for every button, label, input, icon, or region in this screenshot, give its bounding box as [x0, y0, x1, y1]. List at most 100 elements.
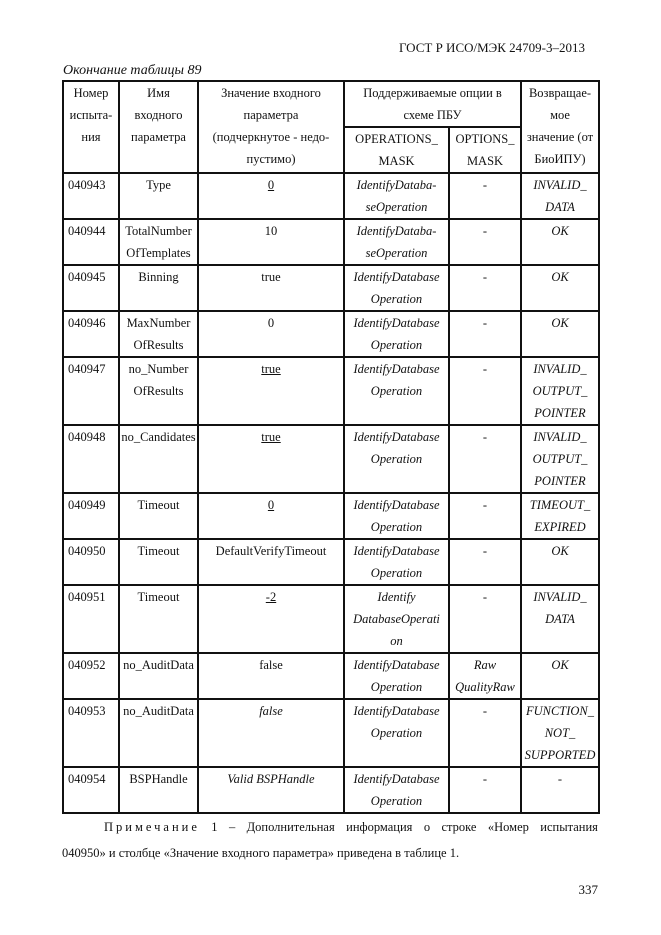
cell-text: Raw QualityRaw [455, 658, 515, 694]
table-row: 040953 no_AuditData false IdentifyDatabase … [62, 698, 600, 768]
cell-text: IdentifyDataba- seOperation [356, 178, 437, 214]
cell-test-no: 040944 [62, 218, 120, 266]
table-row: 040947 no_Number OfResults true IdentifyDat… [62, 356, 600, 426]
cell-text: - [482, 772, 488, 786]
cell-text: 040944 [68, 224, 106, 238]
cell-param-value: DefaultVerifyTimeout [197, 538, 345, 586]
cell-param-name: MaxNumber OfResults [118, 310, 199, 358]
note-line-2: 040950» и столбце «Значение входного пар… [62, 846, 460, 860]
cell-text: MaxNumber OfResults [126, 316, 191, 352]
cell-options-mask: - [448, 310, 522, 358]
cell-test-no: 040953 [62, 698, 120, 768]
cell-param-name: no_AuditData [118, 652, 199, 700]
cell-text: 040948 [68, 430, 106, 444]
cell-param-value: 0 [197, 492, 345, 540]
header-test-no: Номер испыта- ния [62, 80, 120, 174]
cell-text: 0 [267, 498, 275, 512]
table-caption: Окончание таблицы 89 [63, 63, 202, 78]
cell-text: - [482, 362, 488, 376]
table-row: 040948 no_Candidates true IdentifyDatabase … [62, 424, 600, 494]
cell-param-name: Timeout [118, 584, 199, 654]
cell-text: INVALID_ OUTPUT_ POINTER [532, 362, 588, 420]
cell-text: - [482, 544, 488, 558]
table-row: 040950 Timeout DefaultVerifyTimeout Identif… [62, 538, 600, 586]
cell-text: true [261, 430, 281, 444]
cell-text: 10 [264, 224, 278, 238]
cell-options-mask: - [448, 218, 522, 266]
cell-text: 0 [267, 178, 275, 192]
cell-return-value: FUNCTION_ NOT_ SUPPORTED [520, 698, 600, 768]
cell-operations-mask: IdentifyDatabase Operation [343, 652, 450, 700]
cell-test-no: 040952 [62, 652, 120, 700]
cell-return-value: OK [520, 310, 600, 358]
cell-text: 040954 [68, 772, 106, 786]
cell-text: 040953 [68, 704, 106, 718]
cell-text: 040952 [68, 658, 106, 672]
cell-operations-mask: IdentifyDatabase Operation [343, 310, 450, 358]
cell-text: IdentifyDatabase Operation [353, 772, 440, 808]
note-word: о [423, 820, 431, 834]
cell-operations-mask: IdentifyDatabase Operation [343, 356, 450, 426]
page-content: Окончание таблицы 89 Номер испыта- ния И… [62, 62, 600, 898]
cell-text: Binning [138, 270, 179, 284]
cell-text: false [259, 704, 283, 718]
table-row: 040951 Timeout -2 Identify DatabaseOperati … [62, 584, 600, 654]
note-word: – [228, 820, 236, 834]
cell-text: 040946 [68, 316, 106, 330]
cell-text: IdentifyDatabase Operation [353, 704, 440, 740]
table-row: 040944 TotalNumber OfTemplates 10 IdentifyD… [62, 218, 600, 266]
cell-text: no_Number OfResults [128, 362, 189, 398]
running-header: ГОСТ Р ИСО/МЭК 24709-3–2013 [398, 40, 585, 55]
cell-text: 040949 [68, 498, 106, 512]
cell-param-value: 0 [197, 172, 345, 220]
table-row: 040954 BSPHandle Valid BSPHandle IdentifyDa… [62, 766, 600, 814]
cell-operations-mask: IdentifyDatabase Operation [343, 698, 450, 768]
cell-param-value: true [197, 424, 345, 494]
cell-text: BSPHandle [129, 772, 188, 786]
cell-operations-mask: IdentifyDatabase Operation [343, 424, 450, 494]
cell-text: no_Candidates [121, 430, 196, 444]
cell-text: IdentifyDatabase Operation [353, 270, 440, 306]
cell-test-no: 040950 [62, 538, 120, 586]
note-word: испытания [540, 820, 598, 834]
cell-test-no: 040947 [62, 356, 120, 426]
cell-options-mask: - [448, 264, 522, 312]
cell-text: no_AuditData [123, 704, 194, 718]
note-label: Примечание [104, 820, 200, 834]
header-param-value: Значение входного параметра (подчеркнуто… [197, 80, 345, 174]
cell-param-name: Timeout [118, 538, 199, 586]
cell-param-value: Valid BSPHandle [197, 766, 345, 814]
cell-text: - [482, 430, 488, 444]
cell-return-value: INVALID_ DATA [520, 172, 600, 220]
note-word: Дополнительная [246, 820, 335, 834]
cell-test-no: 040954 [62, 766, 120, 814]
table-body: 040943 Type 0 IdentifyDataba- seOperation - I… [62, 172, 600, 814]
cell-param-name: no_AuditData [118, 698, 199, 768]
cell-text: OK [551, 224, 569, 238]
cell-text: - [482, 704, 488, 718]
cell-return-value: OK [520, 218, 600, 266]
cell-text: DefaultVerifyTimeout [215, 544, 327, 558]
cell-options-mask: - [448, 172, 522, 220]
cell-return-value: INVALID_ OUTPUT_ POINTER [520, 356, 600, 426]
header-param-name: Имя входного параметра [118, 80, 199, 174]
table-row: 040952 no_AuditData false IdentifyDatabase … [62, 652, 600, 700]
cell-return-value: INVALID_ OUTPUT_ POINTER [520, 424, 600, 494]
cell-param-name: no_Number OfResults [118, 356, 199, 426]
test-table: Номер испыта- ния Имя входного параметра… [62, 80, 600, 814]
cell-text: FUNCTION_ NOT_ SUPPORTED [524, 704, 596, 762]
cell-text: 040951 [68, 590, 106, 604]
cell-text: - [557, 772, 563, 786]
cell-options-mask: - [448, 492, 522, 540]
cell-param-value: -2 [197, 584, 345, 654]
cell-test-no: 040946 [62, 310, 120, 358]
cell-text: 0 [267, 316, 275, 330]
cell-param-name: Type [118, 172, 199, 220]
cell-param-value: false [197, 698, 345, 768]
cell-param-name: Binning [118, 264, 199, 312]
cell-test-no: 040951 [62, 584, 120, 654]
cell-options-mask: Raw QualityRaw [448, 652, 522, 700]
cell-text: - [482, 590, 488, 604]
cell-text: - [482, 270, 488, 284]
cell-text: false [259, 658, 283, 672]
